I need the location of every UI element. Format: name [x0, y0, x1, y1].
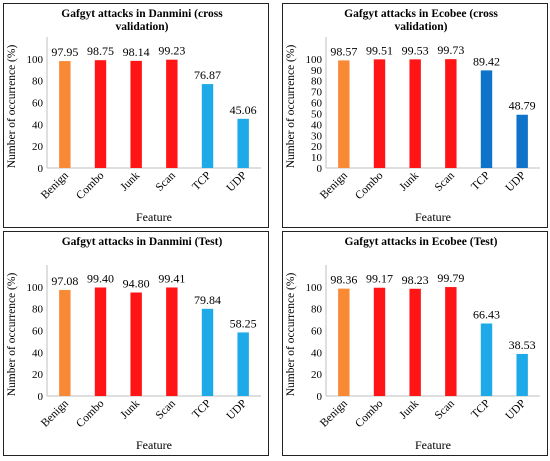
chart-svg: Gafgyt attacks in Danmini (Test) 0 20 40 60 8…	[3, 231, 269, 456]
data-label: 99.79	[437, 271, 464, 285]
y-tick-label: 50	[311, 108, 323, 120]
x-axis-label: Feature	[415, 438, 451, 452]
data-label: 99.17	[366, 272, 393, 286]
y-axis-label: Number of occurrence (%)	[285, 45, 297, 169]
bar	[94, 287, 107, 396]
bar	[166, 287, 178, 396]
data-label: 99.53	[402, 43, 429, 57]
x-axis-label: Feature	[136, 438, 172, 452]
bar	[445, 287, 457, 396]
data-label: 79.84	[194, 293, 221, 307]
bar	[480, 70, 493, 168]
y-tick-label: 20	[311, 369, 323, 381]
y-tick-label: 80	[311, 304, 323, 316]
y-tick-label: 40	[311, 347, 323, 359]
data-label: 38.53	[509, 338, 536, 352]
y-tick-label: 60	[32, 98, 44, 110]
bar	[480, 323, 493, 396]
data-label: 76.87	[194, 68, 221, 82]
y-tick-label: 40	[32, 347, 44, 359]
chart-title: validation)	[115, 21, 168, 33]
data-label: 98.75	[87, 44, 114, 58]
bar	[201, 308, 214, 396]
data-label: 94.80	[123, 277, 150, 291]
chart-svg: Gafgyt attacks in Danmini (crossvalidati…	[3, 3, 269, 228]
y-tick-label: 40	[32, 119, 44, 131]
bar	[59, 61, 71, 168]
bar	[166, 59, 178, 168]
y-axis-label: Number of occurrence (%)	[6, 45, 18, 169]
bar	[338, 60, 350, 168]
y-tick-label: 60	[311, 326, 323, 338]
y-tick-label: 0	[317, 163, 323, 175]
data-label: 99.40	[87, 271, 114, 285]
chart-panel-ecobee-cv: Gafgyt attacks in Ecobee (cross validatio…	[282, 3, 548, 228]
chart-svg: Gafgyt attacks in Ecobee (crossvalidatio…	[282, 3, 548, 228]
bar	[409, 59, 421, 168]
data-label: 98.23	[402, 273, 429, 287]
y-tick-label: 0	[317, 391, 323, 403]
y-tick-label: 0	[38, 163, 44, 175]
data-label: 97.08	[51, 274, 78, 288]
bar	[409, 288, 421, 396]
y-tick-label: 20	[32, 141, 44, 153]
data-label: 99.23	[158, 44, 185, 58]
data-label: 58.25	[230, 316, 257, 330]
y-tick-label: 100	[306, 282, 323, 294]
bar	[516, 114, 528, 168]
x-axis-label: Feature	[415, 210, 451, 224]
data-label: 98.14	[123, 45, 150, 59]
data-label: 97.95	[51, 45, 78, 59]
y-axis-label: Number of occurrence (%)	[6, 273, 18, 397]
data-label: 98.36	[330, 273, 357, 287]
chart-svg: Gafgyt attacks in Ecobee (Test) 0 20 40 60 80…	[282, 231, 548, 456]
data-label: 99.41	[158, 271, 185, 285]
data-label: 48.79	[509, 99, 536, 113]
data-label: 66.43	[473, 307, 500, 321]
bar	[201, 84, 214, 168]
x-axis-label: Feature	[136, 210, 172, 224]
data-label: 99.51	[366, 43, 393, 57]
bar	[373, 287, 386, 396]
chart-title: Gafgyt attacks in Ecobee (cross	[344, 8, 498, 20]
bar	[130, 292, 142, 396]
y-tick-label: 30	[311, 130, 323, 142]
y-tick-label: 80	[32, 76, 44, 88]
y-tick-label: 70	[311, 87, 323, 99]
bar	[373, 59, 386, 168]
bar	[130, 60, 142, 169]
data-label: 89.42	[473, 54, 500, 68]
chart-title: Gafgyt attacks in Ecobee (Test)	[345, 236, 498, 248]
y-tick-label: 20	[311, 141, 323, 153]
data-label: 45.06	[230, 103, 257, 117]
y-tick-label: 100	[27, 54, 44, 66]
chart-panel-ecobee-test: Gafgyt attacks in Ecobee (Test) 0 20 40 60 80…	[282, 231, 548, 456]
y-tick-label: 100	[306, 54, 323, 66]
bar	[516, 353, 528, 396]
bar	[237, 332, 249, 396]
chart-panel-danmini-test: Gafgyt attacks in Danmini (Test) 0 20 40 60 8…	[3, 231, 269, 456]
y-tick-label: 80	[311, 76, 323, 88]
chart-title: Gafgyt attacks in Danmini (Test)	[62, 236, 223, 248]
bar	[94, 60, 107, 168]
bar	[338, 288, 350, 396]
y-tick-label: 20	[32, 369, 44, 381]
data-label: 99.73	[437, 43, 464, 57]
y-tick-label: 80	[32, 304, 44, 316]
bar	[237, 118, 249, 168]
y-tick-label: 10	[311, 152, 323, 164]
y-tick-label: 60	[32, 326, 44, 338]
y-tick-label: 90	[311, 65, 323, 77]
y-tick-label: 100	[27, 282, 44, 294]
chart-title: validation)	[394, 21, 447, 33]
chart-title: Gafgyt attacks in Danmini (cross	[61, 8, 223, 20]
y-tick-label: 60	[311, 98, 323, 110]
chart-panel-danmini-cv: Gafgyt attacks in Danmini (cross validati…	[3, 3, 269, 228]
y-tick-label: 0	[38, 391, 44, 403]
data-label: 98.57	[330, 44, 357, 58]
y-axis-label: Number of occurrence (%)	[285, 273, 297, 397]
y-tick-label: 40	[311, 119, 323, 131]
bar	[59, 290, 71, 396]
bar	[445, 59, 457, 168]
